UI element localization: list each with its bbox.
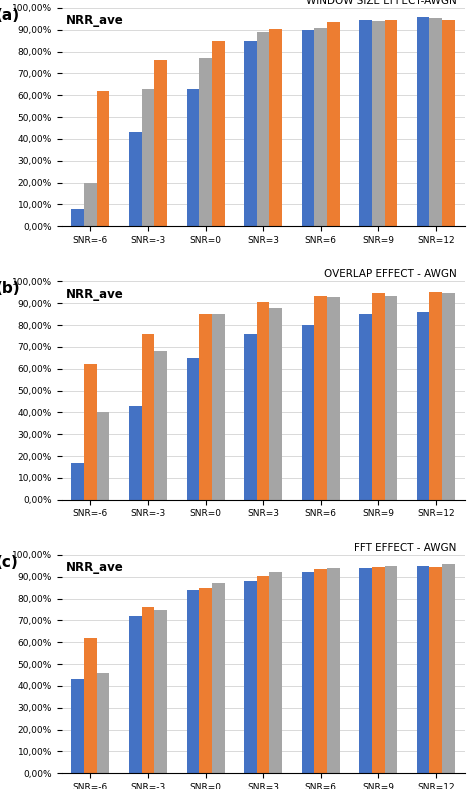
Bar: [244, 40, 257, 226]
Bar: [417, 17, 429, 226]
Bar: [301, 30, 314, 226]
Bar: [72, 209, 84, 226]
Bar: [314, 28, 327, 226]
Bar: [199, 58, 212, 226]
Bar: [142, 608, 154, 773]
Text: NRR_ave: NRR_ave: [65, 562, 123, 574]
Text: NRR_ave: NRR_ave: [65, 14, 123, 28]
Bar: [442, 294, 455, 499]
Bar: [84, 182, 97, 226]
Bar: [97, 91, 109, 226]
Bar: [384, 566, 397, 773]
Bar: [359, 568, 372, 773]
Bar: [97, 413, 109, 499]
Bar: [417, 566, 429, 773]
Bar: [199, 314, 212, 499]
Bar: [384, 296, 397, 499]
Bar: [142, 334, 154, 499]
Bar: [84, 638, 97, 773]
Legend: 128 ; %50 ; 512, 256 ; %50 ; 512, 512 ; %50 ; 512: 128 ; %50 ; 512, 256 ; %50 ; 512, 512 ; …: [139, 279, 387, 294]
Text: FFT EFFECT - AWGN: FFT EFFECT - AWGN: [354, 543, 456, 553]
Bar: [372, 21, 384, 226]
Bar: [269, 308, 282, 499]
Bar: [154, 610, 167, 773]
Bar: [429, 17, 442, 226]
Text: (a): (a): [0, 8, 20, 23]
Bar: [314, 296, 327, 499]
Bar: [359, 20, 372, 226]
Bar: [212, 314, 225, 499]
Bar: [429, 567, 442, 773]
Bar: [301, 325, 314, 499]
Text: WINDOW SIZE EFFECT-AWGN: WINDOW SIZE EFFECT-AWGN: [306, 0, 456, 6]
Text: (c): (c): [0, 555, 18, 570]
Bar: [327, 22, 339, 226]
Bar: [327, 297, 339, 499]
Bar: [372, 567, 384, 773]
Bar: [257, 32, 269, 226]
Bar: [186, 590, 199, 773]
Bar: [269, 572, 282, 773]
Bar: [72, 462, 84, 499]
Bar: [384, 20, 397, 226]
Bar: [129, 616, 142, 773]
Bar: [129, 406, 142, 499]
Text: (b): (b): [0, 282, 20, 297]
Bar: [199, 588, 212, 773]
Bar: [327, 568, 339, 773]
Bar: [257, 576, 269, 773]
Bar: [212, 40, 225, 226]
Bar: [442, 563, 455, 773]
Bar: [442, 20, 455, 226]
Bar: [129, 133, 142, 226]
Bar: [429, 293, 442, 499]
Text: NRR_ave: NRR_ave: [65, 288, 123, 301]
Bar: [257, 302, 269, 499]
Bar: [72, 679, 84, 773]
Bar: [372, 294, 384, 499]
Bar: [142, 88, 154, 226]
Bar: [269, 28, 282, 226]
Bar: [314, 569, 327, 773]
Bar: [186, 358, 199, 499]
Bar: [244, 334, 257, 499]
Bar: [154, 60, 167, 226]
Bar: [359, 314, 372, 499]
Bar: [84, 365, 97, 499]
Bar: [97, 673, 109, 773]
Bar: [244, 581, 257, 773]
Bar: [154, 351, 167, 499]
Bar: [212, 583, 225, 773]
Bar: [186, 88, 199, 226]
Legend: 512 ; %25 ; 512, 512 ; %50 ; 512, 512 ; %75 ; 512: 512 ; %25 ; 512, 512 ; %50 ; 512, 512 ; …: [139, 552, 387, 567]
Bar: [301, 572, 314, 773]
Bar: [417, 312, 429, 499]
Text: OVERLAP EFFECT - AWGN: OVERLAP EFFECT - AWGN: [324, 269, 456, 279]
